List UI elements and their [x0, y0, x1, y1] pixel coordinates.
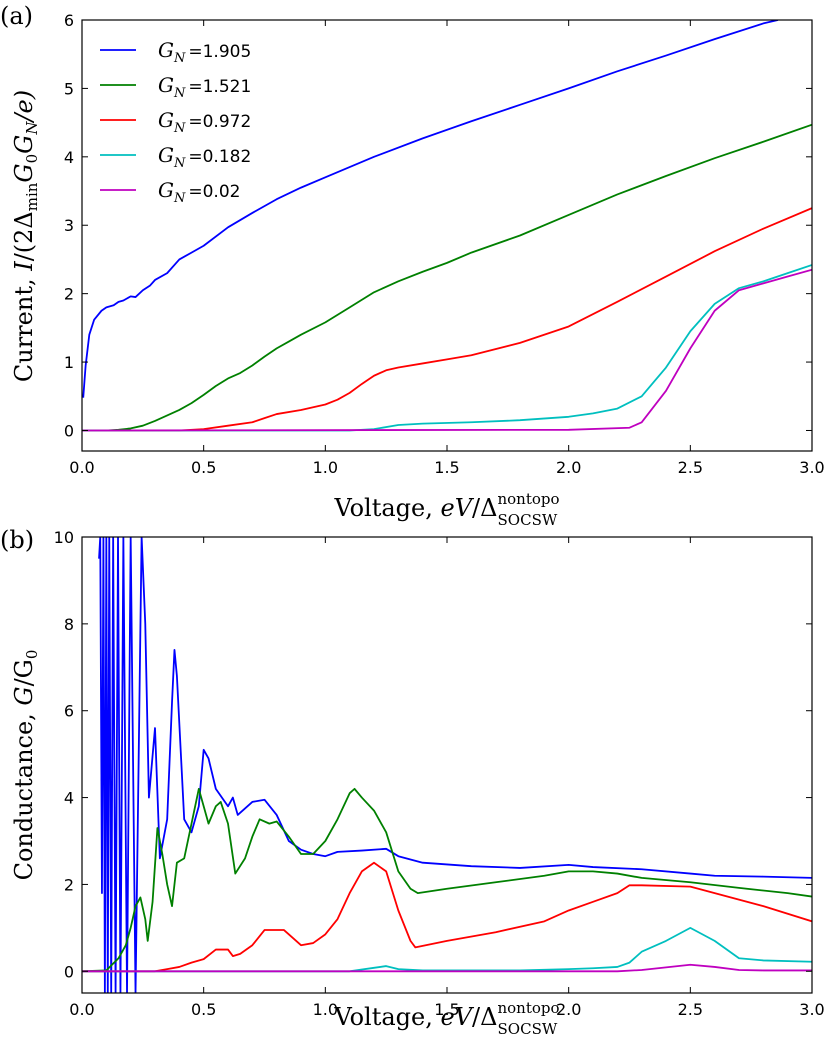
panel-b-series-2-line — [82, 861, 812, 973]
legend-label-3: GN =0.182 — [158, 143, 251, 171]
panel-a-current: (a) 0.0 0.5 1.0 1.5 2.0 2.5 3.0 0 1 2 3 4 5 6 Voltag… — [0, 2, 825, 529]
panel-a-ytick-label: 6 — [64, 11, 74, 30]
panel-b-xtick-label: 0.0 — [69, 1000, 94, 1019]
panel-b-xtick-label: 3.0 — [799, 1000, 824, 1019]
panel-b-xtick-label: 1.5 — [434, 1000, 459, 1019]
panel-a-ytick-label: 3 — [64, 216, 74, 235]
panel-a-series-2-line — [82, 207, 812, 432]
panel-a-xtick-label: 2.5 — [678, 458, 703, 477]
panel-b-y-ticks: 0 2 4 6 8 10 — [54, 528, 812, 981]
panel-a-x-ticks: 0.0 0.5 1.0 1.5 2.0 2.5 3.0 — [69, 20, 825, 477]
panel-a-xtick-label: 3.0 — [799, 458, 824, 477]
panel-b-ytick-label: 6 — [64, 702, 74, 721]
panel-a-series-group — [82, 20, 812, 432]
panel-b-label: (b) — [0, 526, 34, 554]
legend-label-4: GN =0.02 — [158, 178, 240, 206]
panel-b-conductance: (b) 0.0 0.5 1.0 1.5 2.0 2.5 3.0 0 2 4 6 8 10 Voltag… — [0, 526, 825, 1038]
panel-b-series-4-line — [82, 963, 812, 973]
panel-a-xtick-label: 1.0 — [313, 458, 338, 477]
panel-b-ytick-label: 4 — [64, 789, 74, 808]
panel-a-xtick-label: 0.0 — [69, 458, 94, 477]
panel-b-ytick-label: 2 — [64, 875, 74, 894]
panel-a-ytick-label: 4 — [64, 148, 74, 167]
panel-a-xtick-label: 0.5 — [191, 458, 216, 477]
panel-b-series-1-line — [82, 787, 812, 973]
panel-a-x-axis-label: Voltage, eV/Δnontopo SOCSW — [333, 490, 559, 529]
panel-b-x-ticks: 0.0 0.5 1.0 1.5 2.0 2.5 3.0 — [69, 537, 825, 1019]
panel-a-y-ticks: 0 1 2 3 4 5 6 — [64, 11, 812, 440]
panel-a-series-4-line — [82, 268, 812, 432]
panel-b-series-3-line — [82, 926, 812, 973]
panel-a-ytick-label: 0 — [64, 421, 74, 440]
panel-b-series-0-line — [98, 537, 812, 993]
legend-label-1: GN =1.521 — [158, 73, 251, 101]
panel-b-xtick-label: 1.0 — [313, 1000, 338, 1019]
panel-b-y-axis-label: Conductance, G/G0 — [10, 650, 41, 881]
panel-a-label: (a) — [0, 2, 33, 30]
panel-b-series-group — [82, 537, 812, 993]
panel-a-ytick-label: 1 — [64, 353, 74, 372]
panel-b-x-axis-label: Voltage, eV/Δnontopo SOCSW — [333, 999, 559, 1038]
panel-b-ytick-label: 10 — [54, 528, 74, 547]
panel-a-y-axis-label: Current, I/(2ΔminG0GN/e) — [10, 90, 41, 382]
panel-a-xtick-label: 1.5 — [434, 458, 459, 477]
panel-a-xtick-label: 2.0 — [556, 458, 581, 477]
panel-b-ytick-label: 0 — [64, 962, 74, 981]
panel-a-series-1-line — [82, 123, 812, 432]
panel-a-series-3-line — [82, 264, 812, 432]
legend-label-0: GN =1.905 — [158, 38, 251, 66]
panel-a-series-0-line — [82, 20, 779, 398]
legend-label-2: GN =0.972 — [158, 108, 251, 136]
panel-b-ytick-label: 8 — [64, 615, 74, 634]
panel-a-legend: GN =1.905 GN =1.521 GN =0.972 GN =0.182 GN =0.02 — [100, 38, 251, 206]
panel-a-ytick-label: 5 — [64, 79, 74, 98]
panel-b-xtick-label: 2.0 — [556, 1000, 581, 1019]
panel-b-xtick-label: 0.5 — [191, 1000, 216, 1019]
panel-b-xtick-label: 2.5 — [678, 1000, 703, 1019]
panel-b-plot-frame — [81, 536, 813, 994]
panel-a-ytick-label: 2 — [64, 285, 74, 304]
